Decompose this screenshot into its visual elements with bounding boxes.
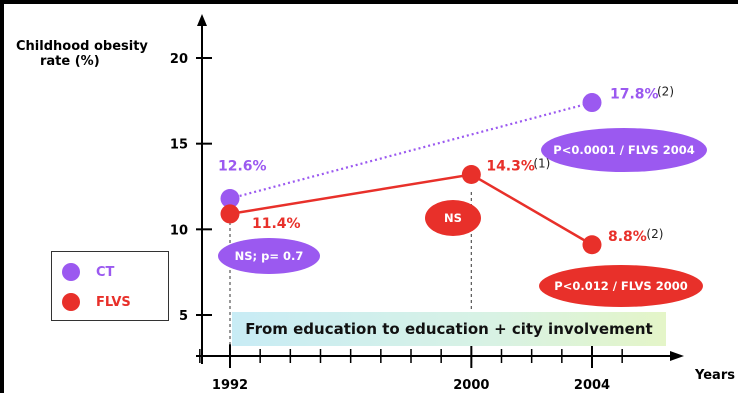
legend-item-flvs: FLVS xyxy=(62,293,131,311)
data-label-note: (1) xyxy=(533,157,550,171)
flvs-2004-significance-badge: P<0.012 / FLVS 2000 xyxy=(539,265,703,307)
y-axis-title-line-2: rate (%) xyxy=(40,54,100,69)
data-label-flvs: 11.4% xyxy=(252,216,301,232)
legend-swatch-ct xyxy=(62,263,80,281)
y-axis-title-line-1: Childhood obesity xyxy=(16,39,148,54)
ct-2004-significance-badge: P<0.0001 / FLVS 2004 xyxy=(541,128,707,172)
y-axis-title: Childhood obesity rate (%) xyxy=(16,39,148,69)
legend-label-ct: CT xyxy=(96,264,115,280)
x-tick-label: 2000 xyxy=(453,378,489,393)
data-point-flvs xyxy=(582,235,602,255)
data-label-note: (2) xyxy=(657,85,674,99)
y-tick-label: 5 xyxy=(179,309,188,324)
chart-stage: Childhood obesity rate (%) 5 10 15 20 1992 20… xyxy=(4,4,738,393)
x-tick-label: 1992 xyxy=(212,378,248,393)
legend-label-flvs: FLVS xyxy=(96,294,131,310)
y-axis-arrow xyxy=(197,14,207,26)
data-point-flvs xyxy=(220,204,240,224)
data-point-ct xyxy=(582,93,602,113)
data-label-ct: 17.8% xyxy=(610,87,659,103)
y-tick-label: 20 xyxy=(170,52,188,67)
data-label-flvs: 14.3% xyxy=(486,159,535,175)
data-label-flvs: 8.8% xyxy=(608,229,647,245)
ns-badge: NS xyxy=(425,200,481,236)
legend: CT FLVS xyxy=(51,251,169,321)
x-axis-arrow xyxy=(670,351,684,361)
y-tick-label: 15 xyxy=(170,138,188,153)
data-point-ct xyxy=(220,188,240,208)
data-label-ct: 12.6% xyxy=(218,158,267,174)
phase-banner: From education to education + city invol… xyxy=(232,312,666,346)
ns-p-value-badge: NS; p= 0.7 xyxy=(218,238,320,274)
legend-swatch-flvs xyxy=(62,293,80,311)
x-tick-label: 2004 xyxy=(574,378,610,393)
y-tick-label: 10 xyxy=(170,223,188,238)
data-point-flvs xyxy=(461,165,481,185)
x-axis-title: Years xyxy=(694,368,735,383)
legend-item-ct: CT xyxy=(62,263,114,281)
data-label-note: (2) xyxy=(646,227,663,241)
